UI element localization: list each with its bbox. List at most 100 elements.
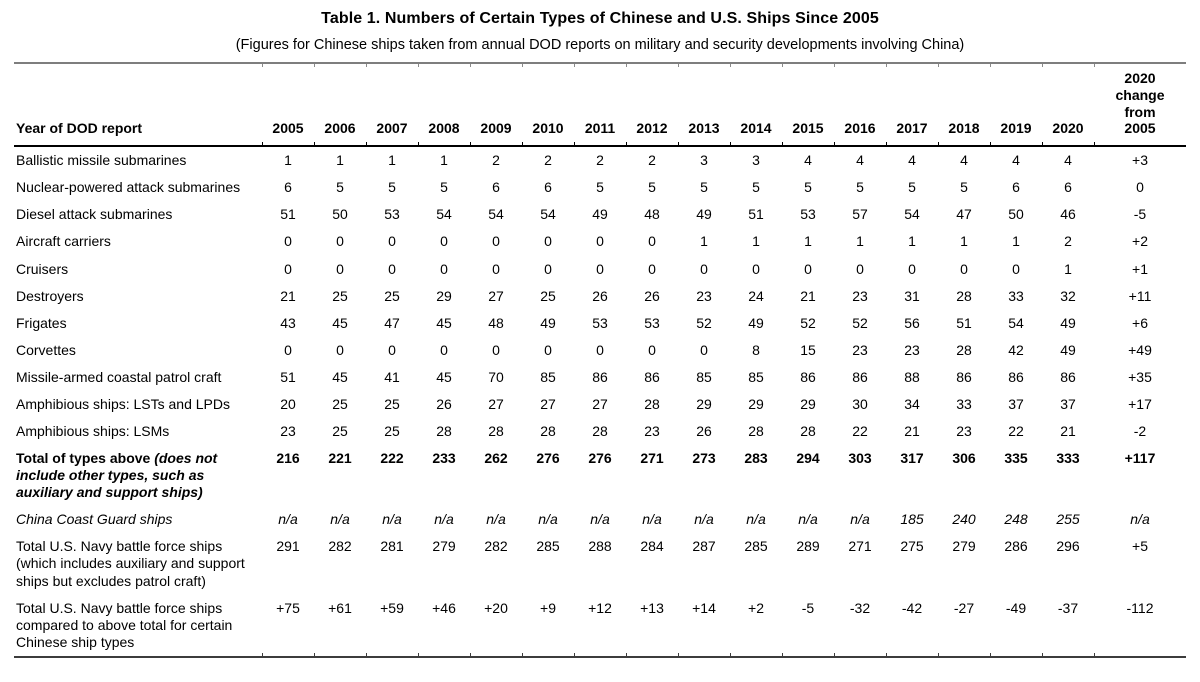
cell-year-value: 285: [744, 538, 768, 555]
cell-change-value: +3: [1132, 152, 1148, 169]
cell-year-value: 37: [1060, 395, 1076, 412]
cell-year-value: 4: [1012, 152, 1020, 169]
cell-year-value: 0: [648, 233, 656, 250]
cell-year-value: 276: [588, 450, 612, 467]
table-row: Nuclear-powered attack submarines 6 5 5 5 6 6 5…: [14, 174, 1186, 201]
cell-year-value: 49: [696, 206, 712, 223]
cell-year-value: 86: [592, 368, 608, 385]
cell-year-value: 53: [800, 206, 816, 223]
cell-year-value: 86: [852, 368, 868, 385]
header-year: 2017: [885, 63, 938, 146]
cell-year-value: 5: [908, 179, 916, 196]
cell-year-value: 54: [1008, 314, 1024, 331]
cell-year-value: +75: [261, 595, 314, 657]
cell-year-value: n/a: [382, 511, 402, 528]
table-row: China Coast Guard ships n/a n/a n/a n/a n/a n/…: [14, 506, 1186, 533]
header-change-label: 2020 change from 2005: [1115, 70, 1165, 137]
header-year: 2018: [937, 63, 990, 146]
cell-year-value: 6: [1012, 179, 1020, 196]
cell-year-value: 51: [956, 314, 972, 331]
cell-year-value: 4: [804, 152, 812, 169]
cell-year-value: 28: [592, 422, 608, 439]
header-year: 2015: [781, 63, 834, 146]
row-label: Amphibious ships: LSTs and LPDs: [16, 395, 230, 412]
cell-year-value: 21: [904, 422, 920, 439]
cell-year-value: 47: [956, 206, 972, 223]
cell-year-value: 56: [904, 314, 920, 331]
cell-year-value: 279: [432, 538, 456, 555]
cell-year-value: 0: [492, 260, 500, 277]
cell-year-value: 28: [748, 422, 764, 439]
cell-year-value: 0: [440, 233, 448, 250]
cell-year-value: 41: [384, 368, 400, 385]
cell-year-value: 43: [280, 314, 296, 331]
cell-year-value: 49: [1060, 314, 1076, 331]
table-row: Cruisers 0 0 0 0 0 0 0 0 0 0 0 0 0 0 0 1 +1: [14, 256, 1186, 283]
header-year: 2011: [573, 63, 626, 146]
cell-year-value: 2: [648, 152, 656, 169]
cell-year-value: 233: [432, 450, 456, 467]
cell-year-value: 45: [332, 314, 348, 331]
cell-year-value: 47: [384, 314, 400, 331]
cell-year-value: 284: [640, 538, 664, 555]
cell-year-value: 25: [540, 287, 556, 304]
row-label-part: Total of types above: [16, 450, 155, 467]
cell-year-value: 0: [284, 260, 292, 277]
cell-year-value: 5: [960, 179, 968, 196]
cell-year-value: 23: [280, 422, 296, 439]
row-label: Nuclear-powered attack submarines: [16, 179, 241, 196]
cell-year-value: n/a: [486, 511, 506, 528]
cell-year-value: -42: [885, 595, 938, 657]
cell-year-value: 282: [328, 538, 352, 555]
cell-change-value: -5: [1133, 206, 1147, 223]
cell-year-value: 31: [904, 287, 920, 304]
cell-year-value: 0: [648, 341, 656, 358]
cell-year-value: 26: [436, 395, 452, 412]
cell-year-value: 0: [752, 260, 760, 277]
cell-year-value: 4: [856, 152, 864, 169]
cell-year-value: 5: [596, 179, 604, 196]
cell-year-value: 1: [1064, 260, 1072, 277]
row-label: Total U.S. Navy battle force ships (whic…: [16, 538, 245, 589]
cell-year-value: 86: [644, 368, 660, 385]
cell-year-value: 52: [800, 314, 816, 331]
cell-year-value: 28: [800, 422, 816, 439]
header-year: 2013: [677, 63, 730, 146]
cell-year-value: 3: [752, 152, 760, 169]
cell-year-value: 271: [848, 538, 872, 555]
cell-year-value: 262: [484, 450, 508, 467]
table-row: Destroyers 21 25 25 29 27 25 26 26 23 24 21 23 31 28 33…: [14, 283, 1186, 310]
cell-year-value: 317: [900, 450, 924, 467]
cell-change-value: +49: [1128, 341, 1152, 358]
header-year: 2014: [729, 63, 782, 146]
cell-year-value: 0: [960, 260, 968, 277]
cell-year-value: 291: [276, 538, 300, 555]
cell-year-value: 255: [1056, 511, 1080, 528]
cell-year-value: n/a: [798, 511, 818, 528]
row-label: Total of types above (does not include o…: [14, 445, 262, 506]
cell-year-value: 1: [960, 233, 968, 250]
row-label: Amphibious ships: LSMs: [16, 422, 170, 439]
cell-year-value: +46: [417, 595, 470, 657]
cell-year-value: 289: [796, 538, 820, 555]
cell-change-value: +6: [1132, 314, 1148, 331]
cell-year-value: 53: [592, 314, 608, 331]
cell-year-value: 29: [748, 395, 764, 412]
table-row: Amphibious ships: LSTs and LPDs 20 25 25 26 2…: [14, 391, 1186, 418]
cell-change-value: 0: [1136, 179, 1144, 196]
cell-year-value: 0: [440, 341, 448, 358]
cell-year-value: 28: [436, 422, 452, 439]
cell-year-value: 23: [852, 341, 868, 358]
cell-change-value: n/a: [1130, 511, 1150, 528]
cell-year-value: 282: [484, 538, 508, 555]
cell-year-value: n/a: [330, 511, 350, 528]
cell-year-value: 287: [692, 538, 716, 555]
cell-year-value: 28: [956, 287, 972, 304]
cell-year-value: 32: [1060, 287, 1076, 304]
cell-year-value: 52: [852, 314, 868, 331]
cell-year-value: 279: [952, 538, 976, 555]
cell-year-value: 1: [1012, 233, 1020, 250]
cell-year-value: 294: [796, 450, 820, 467]
cell-year-value: 24: [748, 287, 764, 304]
row-label: China Coast Guard ships: [16, 511, 173, 528]
